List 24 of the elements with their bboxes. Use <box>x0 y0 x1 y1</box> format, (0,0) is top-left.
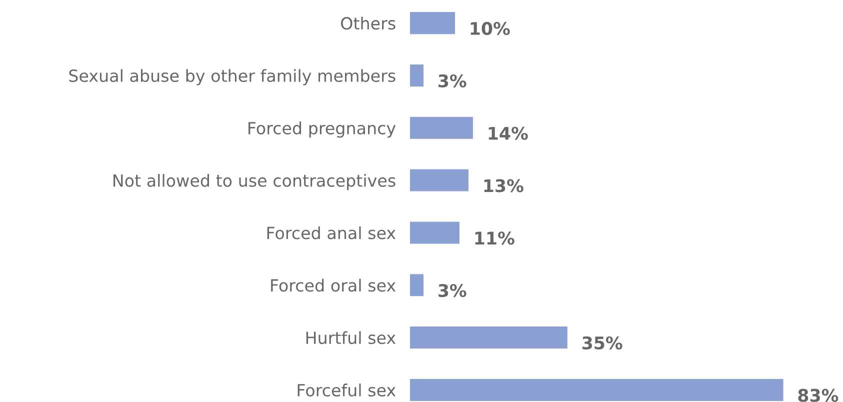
bar <box>410 169 468 192</box>
y-tick-label: Forceful sex <box>298 384 396 397</box>
bar <box>410 64 424 86</box>
bar <box>410 222 460 244</box>
y-tick-label: Others <box>341 16 396 30</box>
data-label: 14% <box>488 126 528 140</box>
data-label: 13% <box>484 179 524 192</box>
bar <box>410 116 473 139</box>
bar <box>410 274 424 296</box>
data-label: 10% <box>470 22 510 36</box>
y-tick-label: Forced anal sex <box>267 226 396 240</box>
y-tick-label: Sexual abuse by other family members <box>69 69 396 86</box>
data-label: 11% <box>475 232 514 245</box>
y-tick-label: Hurtful sex <box>306 331 396 344</box>
y-tick-label: Forced pregnancy <box>248 122 396 138</box>
y-tick-label: Not allowed to use contraceptives <box>114 174 396 190</box>
bar <box>410 12 455 34</box>
y-tick-label: Forced oral sex <box>271 278 396 292</box>
bar <box>410 326 568 349</box>
data-label: 35% <box>582 336 622 350</box>
data-label: 3% <box>438 284 466 298</box>
data-label: 3% <box>438 74 466 88</box>
data-label: 83% <box>798 388 838 402</box>
bar <box>410 378 784 401</box>
